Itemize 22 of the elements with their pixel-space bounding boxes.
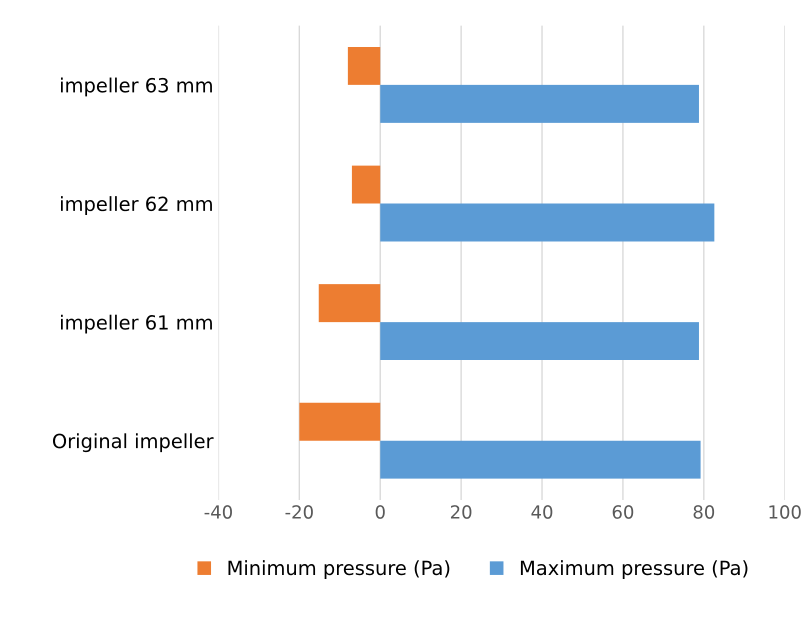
x-tick-label: 100 (769, 505, 801, 519)
bar (352, 166, 380, 204)
x-tick-label: 0 (376, 505, 385, 519)
bar (348, 46, 380, 85)
legend-label: Maximum pressure (Pa) (520, 560, 748, 579)
bar (380, 204, 714, 242)
y-tick-label: impeller 62 mm (61, 196, 212, 215)
x-tick-label: -40 (204, 505, 232, 519)
bar (380, 322, 699, 360)
x-tick-label: 60 (612, 505, 634, 519)
x-tick-label: -20 (285, 505, 313, 519)
y-tick-label: Original impeller (52, 433, 214, 452)
bar (380, 440, 701, 479)
y-tick-label: impeller 61 mm (61, 314, 212, 334)
bar (299, 402, 380, 441)
legend-label: Minimum pressure (Pa) (228, 560, 450, 579)
y-tick-label: impeller 63 mm (61, 78, 212, 96)
bar (318, 284, 380, 322)
x-tick-label: 40 (531, 505, 552, 519)
x-tick-label: 20 (450, 505, 472, 519)
x-tick-label: 80 (694, 505, 714, 519)
bar (380, 84, 699, 123)
